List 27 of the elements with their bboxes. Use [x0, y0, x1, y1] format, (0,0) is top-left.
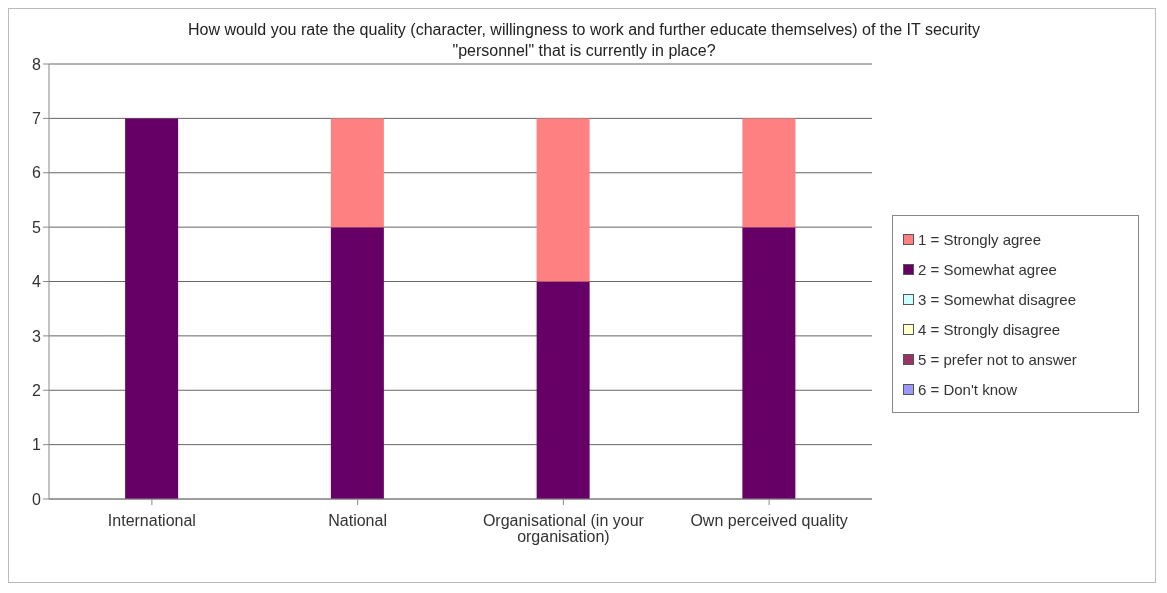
- legend-label: 6 = Don't know: [918, 380, 1018, 398]
- x-tick-label: International: [107, 512, 196, 530]
- chart-title: How would you rate the quality (character, willingness to work and further educate themselves) of the IT security "personnel" that is currently in place?: [186, 20, 982, 61]
- bar: [536, 118, 590, 282]
- bar: [330, 118, 384, 228]
- legend-label: 5 = prefer not to answer: [918, 350, 1077, 368]
- bar: [125, 118, 179, 499]
- y-tick-label: 2: [32, 381, 42, 399]
- x-tick-label: Organisational (in your organisation): [482, 512, 645, 546]
- y-tick-label: 5: [32, 218, 42, 236]
- legend-label: 3 = Somewhat disagree: [918, 290, 1077, 308]
- y-tick-label: 4: [32, 273, 42, 291]
- bar: [742, 227, 796, 499]
- y-tick-label: 0: [32, 490, 42, 508]
- x-tick-label: Own perceived quality: [690, 512, 848, 530]
- bar: [330, 227, 384, 499]
- bar: [536, 281, 590, 499]
- x-tick-label: National: [328, 512, 387, 530]
- y-tick-label: 1: [32, 436, 42, 454]
- y-tick-label: 8: [32, 55, 42, 73]
- y-tick-label: 3: [32, 327, 42, 345]
- y-tick-label: 6: [32, 164, 42, 182]
- bar: [742, 118, 796, 228]
- legend-label: 4 = Strongly disagree: [918, 320, 1061, 338]
- y-tick-label: 7: [32, 110, 42, 128]
- legend-label: 1 = Strongly agree: [918, 230, 1041, 248]
- legend-label: 2 = Somewhat agree: [918, 260, 1057, 278]
